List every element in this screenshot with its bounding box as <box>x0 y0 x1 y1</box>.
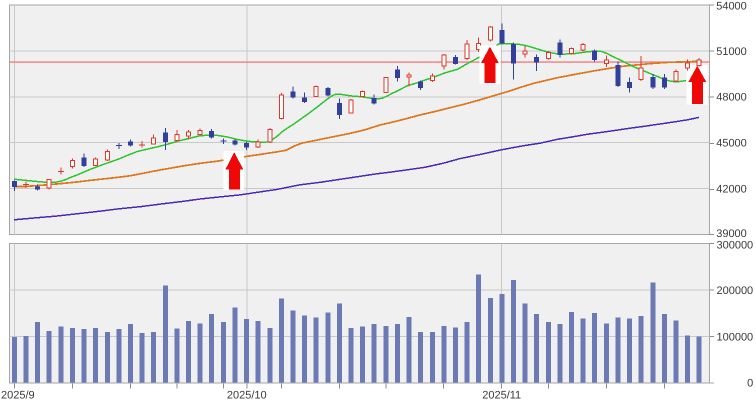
svg-text:2025/9: 2025/9 <box>1 389 35 401</box>
svg-text:48000: 48000 <box>716 92 747 104</box>
svg-text:51000: 51000 <box>716 46 747 58</box>
svg-text:200000: 200000 <box>716 285 753 297</box>
svg-text:0: 0 <box>747 378 753 390</box>
svg-text:2025/11: 2025/11 <box>482 389 521 401</box>
svg-text:2025/10: 2025/10 <box>227 389 267 401</box>
svg-text:39000: 39000 <box>716 228 747 240</box>
svg-text:100000: 100000 <box>716 331 753 343</box>
svg-text:42000: 42000 <box>716 184 747 196</box>
svg-text:54000: 54000 <box>716 0 747 12</box>
svg-text:45000: 45000 <box>716 138 747 150</box>
svg-text:300000: 300000 <box>716 239 753 251</box>
